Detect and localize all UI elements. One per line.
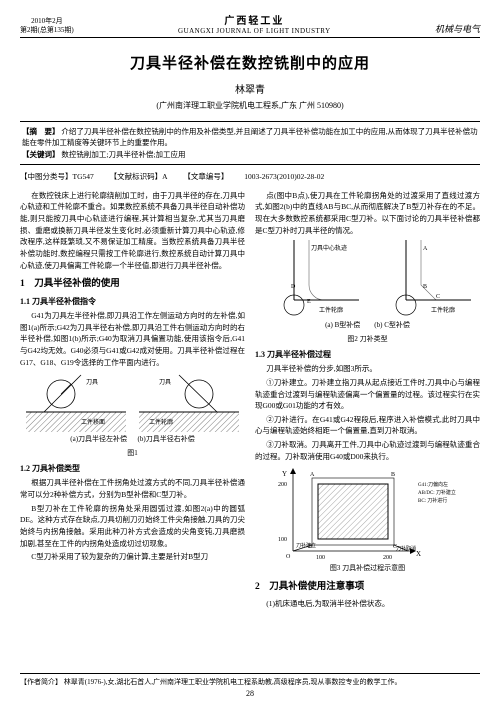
svg-text:D: D bbox=[291, 284, 296, 290]
header-journal: 广西轻工业 GUANGXI JOURNAL OF LIGHT INDUSTRY bbox=[178, 12, 331, 35]
svg-text:B: B bbox=[391, 472, 395, 478]
right-column: 点(图中B点),使刀具在工件轮廓拐角处的过渡采用了直线过渡方式,如图2(b)中的… bbox=[255, 190, 480, 612]
para-1-1: G41为刀具左半径补偿,即刀具沿工作左侧运动方向时的左补偿,如图1(a)所示;G… bbox=[20, 310, 245, 368]
journal-name-en: GUANGXI JOURNAL OF LIGHT INDUSTRY bbox=[178, 27, 331, 35]
section-1: 1 刀具半径补偿的使用 bbox=[20, 277, 245, 292]
fig2b-label2: 工件轮廓 bbox=[431, 306, 455, 314]
fig1a-tool-label: 刀具 bbox=[86, 379, 98, 386]
svg-text:G41:刀偏向左: G41:刀偏向左 bbox=[418, 481, 448, 488]
para-1-3b: ①刀补建立。刀补建立指刀具从起点接近工件时,刀具中心与编程轨迹重合过渡到与编程轨… bbox=[255, 377, 480, 412]
article-title: 刀具半径补偿在数控铣削中的应用 bbox=[20, 52, 480, 73]
para-1-2a: 根据刀具半径补偿在工件拐角处过渡方式的不同,刀具半径补偿通常可以分2种补偿方式，… bbox=[20, 477, 245, 500]
bio-text: 林翠青(1976-),女,湖北石首人,广州南洋理工职业学院机电工程系助教,高级程… bbox=[64, 678, 402, 686]
svg-text:100: 100 bbox=[278, 537, 287, 543]
svg-text:B: B bbox=[423, 284, 427, 290]
doc-code: 【文献标识码】A bbox=[110, 172, 168, 181]
bio-label: 【作者简介】 bbox=[20, 678, 62, 686]
svg-text:E: E bbox=[307, 299, 311, 305]
fig2a-label2: 工件轮廓 bbox=[319, 306, 343, 314]
svg-text:AB/DC: 刀补建立: AB/DC: 刀补建立 bbox=[418, 489, 456, 496]
fig2b-cap: (b) C型补偿 bbox=[374, 321, 410, 329]
header-date-issue: 2010年2月 第2期(总第135期) bbox=[20, 17, 74, 35]
right-p1: 点(图中B点),使刀具在工件轮廓拐角处的过渡采用了直线过渡方式,如图2(b)中的… bbox=[255, 190, 480, 237]
para-1-2c: C型刀补采用了较为复杂的刀偏计算,主要是针对B型刀 bbox=[20, 551, 245, 563]
section-1-1: 1.1 刀具半径补偿指令 bbox=[20, 296, 245, 308]
figure-2-caption: 图2 刀补类型 bbox=[255, 334, 480, 345]
svg-text:Y: Y bbox=[282, 470, 287, 478]
svg-text:A: A bbox=[310, 472, 315, 478]
figure-2a-svg: 刀具中心轨迹 工件轮廓 D E bbox=[264, 240, 359, 318]
meta-row: 【中图分类号】TG547 【文献标识码】A 【文章编号】 1003-2673(2… bbox=[20, 171, 480, 182]
keywords-label: 【关键词】 bbox=[22, 150, 60, 159]
header-issue: 第2期(总第135期) bbox=[20, 26, 74, 35]
article-author: 林翠青 bbox=[20, 81, 480, 96]
figure-1: 刀具 工件移面 刀具 工件轮廓 bbox=[20, 372, 245, 432]
header-section: 机械与电气 bbox=[435, 22, 480, 35]
svg-text:BC: 刀补进行: BC: 刀补进行 bbox=[418, 497, 447, 504]
svg-text:刀补取消: 刀补取消 bbox=[396, 545, 416, 552]
svg-text:200: 200 bbox=[278, 482, 287, 488]
abstract-line: 【摘 要】 介绍了刀具半径补偿在数控铣削中的作用及补偿类型,并且阐述了刀具半径补… bbox=[22, 126, 478, 149]
fig1b-workpiece-label: 工件轮廓 bbox=[149, 418, 173, 426]
article-no-label: 【文章编号】 bbox=[183, 172, 228, 181]
section-2: 2 刀具补偿使用注意事项 bbox=[255, 580, 480, 595]
para-2: (1)机床通电后,为取消半径补偿状态。 bbox=[255, 598, 480, 610]
fig1a-cap: (a)刀具半径左补偿 bbox=[70, 435, 127, 443]
journal-name-cn: 广西轻工业 bbox=[178, 12, 331, 27]
para-1-3c: ②刀补进行。在G41或G42程段后,程序进入补偿模式,此时刀具中心与编程轨迹始终… bbox=[255, 414, 480, 437]
svg-text:200: 200 bbox=[383, 555, 392, 561]
svg-text:刀补建立: 刀补建立 bbox=[296, 542, 316, 549]
header-date: 2010年2月 bbox=[20, 17, 74, 26]
svg-text:100: 100 bbox=[316, 555, 325, 561]
article-affiliation: (广州南洋理工职业学院机电工程系,广东 广州 510980) bbox=[20, 100, 480, 111]
fig1a-workpiece-label: 工件移面 bbox=[81, 418, 105, 426]
svg-text:A: A bbox=[423, 246, 428, 252]
para-1-3d: ③刀补取消。刀具离开工件,刀具中心轨迹过渡到与编程轨迹重合的过程。刀补取消使用G… bbox=[255, 439, 480, 462]
keywords-line: 【关键词】 数控铣削加工;刀具半径补偿;加工应用 bbox=[22, 149, 478, 160]
figure-3: Y X O A D B C 200 100 100 200 刀补建立 bbox=[255, 466, 480, 561]
para-1-3a: 刀具半径补偿的分步,如图3所示。 bbox=[255, 363, 480, 375]
figure-2-subcaptions: (a) B型补偿 (b) C型补偿 bbox=[255, 320, 480, 331]
journal-header: 2010年2月 第2期(总第135期) 广西轻工业 GUANGXI JOURNA… bbox=[20, 12, 480, 38]
fig1b-tool-label: 刀具 bbox=[159, 379, 171, 386]
svg-text:C: C bbox=[436, 294, 440, 300]
article-no: 1003-2673(2010)02-28-02 bbox=[244, 172, 324, 181]
fig2a-cap: (a) B型补偿 bbox=[325, 321, 360, 329]
section-1-2: 1.2 刀具补偿类型 bbox=[20, 463, 245, 475]
author-bio-footer: 【作者简介】 林翠青(1976-),女,湖北石首人,广州南洋理工职业学院机电工程… bbox=[20, 673, 480, 698]
figure-2b-svg: A B C 工件轮廓 bbox=[376, 240, 471, 318]
figure-1a-svg: 刀具 工件移面 bbox=[26, 372, 126, 432]
abstract-label: 【摘 要】 bbox=[22, 127, 60, 136]
figure-1b-svg: 刀具 工件轮廓 bbox=[139, 372, 239, 432]
figure-3-caption: 图3 刀具补偿过程示意图 bbox=[255, 563, 480, 574]
section-1-3: 1.3 刀具半径补偿过程 bbox=[255, 349, 480, 361]
fig1b-cap: (b)刀具半径右补偿 bbox=[138, 435, 195, 443]
figure-3-svg: Y X O A D B C 200 100 100 200 刀补建立 bbox=[268, 466, 468, 561]
keywords-text: 数控铣削加工;刀具半径补偿;加工应用 bbox=[61, 150, 185, 159]
body-columns: 在数控铣床上进行轮廓绕削加工时，由于刀具半径的存在,刀具中心轨迹和工件轮廓不重合… bbox=[20, 190, 480, 612]
left-column: 在数控铣床上进行轮廓绕削加工时，由于刀具半径的存在,刀具中心轨迹和工件轮廓不重合… bbox=[20, 190, 245, 612]
fig2a-label1: 刀具中心轨迹 bbox=[311, 244, 347, 252]
figure-1-caption: 图1 bbox=[20, 448, 245, 459]
para-1-2b: B型刀补在工件轮廓的拐角处采用圆弧过渡,如图2(a)中的圆弧DE。这种方式存在缺… bbox=[20, 503, 245, 550]
figure-2: 刀具中心轨迹 工件轮廓 D E A B C 工件轮廓 bbox=[255, 240, 480, 318]
svg-text:X: X bbox=[416, 550, 421, 558]
figure-1-subcaptions: (a)刀具半径左补偿 (b)刀具半径右补偿 bbox=[20, 434, 245, 445]
abstract-box: 【摘 要】 介绍了刀具半径补偿在数控铣削中的作用及补偿类型,并且阐述了刀具半径补… bbox=[20, 121, 480, 165]
intro-para: 在数控铣床上进行轮廓绕削加工时，由于刀具半径的存在,刀具中心轨迹和工件轮廓不重合… bbox=[20, 190, 245, 271]
page-number: 28 bbox=[20, 689, 480, 698]
clc: 【中图分类号】TG547 bbox=[20, 172, 94, 181]
abstract-text: 介绍了刀具半径补偿在数控铣削中的作用及补偿类型,并且阐述了刀具半径补偿功能在加工… bbox=[22, 127, 478, 147]
svg-text:O: O bbox=[286, 554, 291, 560]
